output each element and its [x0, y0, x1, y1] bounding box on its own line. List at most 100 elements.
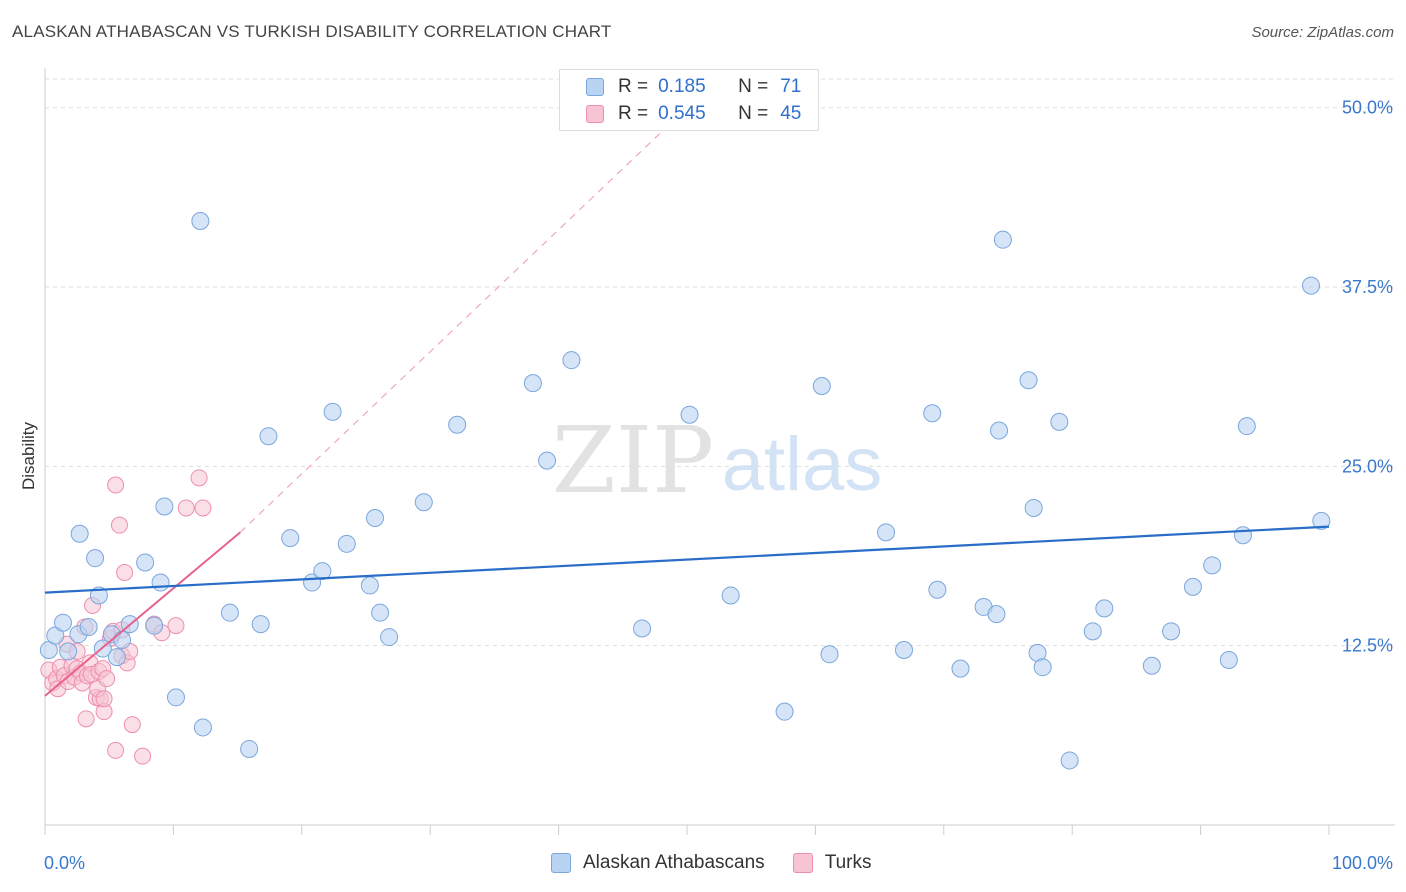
- data-point-alaskan-athabascans: [923, 404, 942, 423]
- data-point-alaskan-athabascans: [987, 605, 1006, 624]
- axes: [44, 68, 1395, 835]
- y-tick-label: 25.0%: [1342, 456, 1393, 476]
- data-point-turks: [123, 716, 141, 734]
- legend-r-label: R =: [618, 76, 649, 97]
- y-tick-label: 12.5%: [1342, 636, 1393, 656]
- legend-n-label: N =: [738, 103, 769, 124]
- data-point-alaskan-athabascans: [220, 603, 239, 622]
- x-tick-label: 100.0%: [1332, 853, 1393, 873]
- data-point-alaskan-athabascans: [1060, 751, 1079, 770]
- data-point-alaskan-athabascans: [193, 718, 212, 737]
- legend-r-value: 0.185: [658, 76, 706, 97]
- data-point-alaskan-athabascans: [281, 529, 300, 548]
- legend-item-alaskan-athabascans: Alaskan Athabascans: [551, 852, 765, 874]
- data-point-alaskan-athabascans: [323, 402, 342, 421]
- data-point-turks: [194, 499, 212, 517]
- data-point-turks: [77, 710, 95, 728]
- data-point-alaskan-athabascans: [721, 586, 740, 605]
- data-point-alaskan-athabascans: [259, 427, 278, 446]
- data-point-alaskan-athabascans: [1095, 599, 1114, 618]
- data-point-alaskan-athabascans: [313, 562, 332, 581]
- data-point-turks: [177, 499, 195, 517]
- data-point-alaskan-athabascans: [1302, 276, 1321, 295]
- trendline-turks-extrapolated: [239, 107, 688, 533]
- data-point-alaskan-athabascans: [113, 630, 132, 649]
- data-point-turks: [110, 516, 128, 534]
- data-point-alaskan-athabascans: [448, 415, 467, 434]
- legend-row-alaskan: R = 0.185 N = 71: [586, 75, 801, 99]
- legend-row-turks: R = 0.545 N = 45: [586, 102, 801, 126]
- data-point-turks: [95, 690, 113, 708]
- tick-labels: 12.5% 25.0% 37.5% 50.0% 0.0% 100.0%: [44, 98, 1393, 873]
- data-point-alaskan-athabascans: [990, 421, 1009, 440]
- legend-swatch-pink: [792, 853, 813, 873]
- data-point-turks: [107, 741, 125, 759]
- data-point-alaskan-athabascans: [820, 645, 839, 664]
- data-point-alaskan-athabascans: [360, 576, 379, 595]
- data-point-alaskan-athabascans: [53, 613, 72, 632]
- data-point-alaskan-athabascans: [812, 377, 831, 396]
- data-point-alaskan-athabascans: [240, 739, 259, 758]
- data-point-alaskan-athabascans: [538, 451, 557, 470]
- data-point-alaskan-athabascans: [86, 549, 105, 568]
- data-point-alaskan-athabascans: [414, 493, 433, 512]
- data-point-alaskan-athabascans: [151, 573, 170, 592]
- data-point-alaskan-athabascans: [633, 619, 652, 638]
- data-point-alaskan-athabascans: [136, 553, 155, 572]
- data-point-alaskan-athabascans: [380, 628, 399, 647]
- data-point-alaskan-athabascans: [365, 508, 384, 527]
- series-legend: Alaskan Athabascans Turks: [551, 852, 899, 874]
- legend-n-value: 71: [780, 76, 802, 97]
- legend-swatch-pink: [586, 105, 604, 123]
- legend-swatch-blue: [586, 78, 604, 96]
- data-point-alaskan-athabascans: [79, 618, 98, 637]
- data-point-alaskan-athabascans: [877, 523, 896, 542]
- chart-title: ALASKAN ATHABASCAN VS TURKISH DISABILITY…: [12, 22, 612, 41]
- data-point-alaskan-athabascans: [1083, 622, 1102, 641]
- data-point-alaskan-athabascans: [928, 580, 947, 599]
- data-point-alaskan-athabascans: [894, 640, 913, 659]
- y-axis-label: Disability: [19, 421, 38, 490]
- legend-swatch-blue: [551, 853, 571, 873]
- y-tick-label: 50.0%: [1342, 98, 1393, 118]
- data-point-alaskan-athabascans: [1237, 417, 1256, 436]
- data-point-alaskan-athabascans: [1050, 412, 1069, 431]
- trendline-alaskan-athabascans: [44, 525, 1330, 594]
- trendline-turks: [44, 531, 241, 697]
- data-point-alaskan-athabascans: [1033, 658, 1052, 677]
- data-point-alaskan-athabascans: [680, 405, 699, 424]
- legend-label-alaskan-athabascans: Alaskan Athabascans: [583, 852, 765, 873]
- gridlines: [45, 78, 1395, 647]
- data-point-turks: [116, 564, 134, 582]
- legend-n-value: 45: [780, 103, 802, 124]
- data-point-alaskan-athabascans: [1219, 651, 1238, 670]
- data-point-alaskan-athabascans: [1203, 556, 1222, 575]
- data-point-alaskan-athabascans: [562, 351, 581, 370]
- data-point-alaskan-athabascans: [1019, 371, 1038, 390]
- legend-r-value: 0.545: [658, 103, 706, 124]
- trendlines: [44, 107, 1330, 697]
- correlation-legend: R = 0.185 N = 71 R = 0.545 N = 45: [559, 69, 819, 131]
- legend-item-turks: Turks: [792, 852, 871, 874]
- data-point-turks: [190, 469, 208, 487]
- data-point-alaskan-athabascans: [1312, 511, 1331, 530]
- legend-r-label: R =: [618, 103, 649, 124]
- x-tick-label: 0.0%: [44, 853, 85, 873]
- data-point-turks: [107, 476, 125, 494]
- data-point-alaskan-athabascans: [251, 615, 270, 634]
- watermark-zip: ZIP: [552, 407, 714, 514]
- data-point-alaskan-athabascans: [1233, 526, 1252, 545]
- data-point-alaskan-athabascans: [337, 534, 356, 553]
- data-point-alaskan-athabascans: [1183, 577, 1202, 596]
- data-point-alaskan-athabascans: [191, 212, 210, 231]
- data-point-turks: [134, 747, 152, 765]
- data-point-turks: [167, 617, 185, 635]
- data-point-alaskan-athabascans: [1162, 622, 1181, 641]
- watermark: ZIP atlas: [552, 407, 882, 514]
- data-point-alaskan-athabascans: [59, 642, 78, 661]
- data-point-alaskan-athabascans: [89, 586, 108, 605]
- data-point-alaskan-athabascans: [166, 688, 185, 707]
- legend-n-label: N =: [738, 76, 769, 97]
- data-point-alaskan-athabascans: [70, 524, 89, 543]
